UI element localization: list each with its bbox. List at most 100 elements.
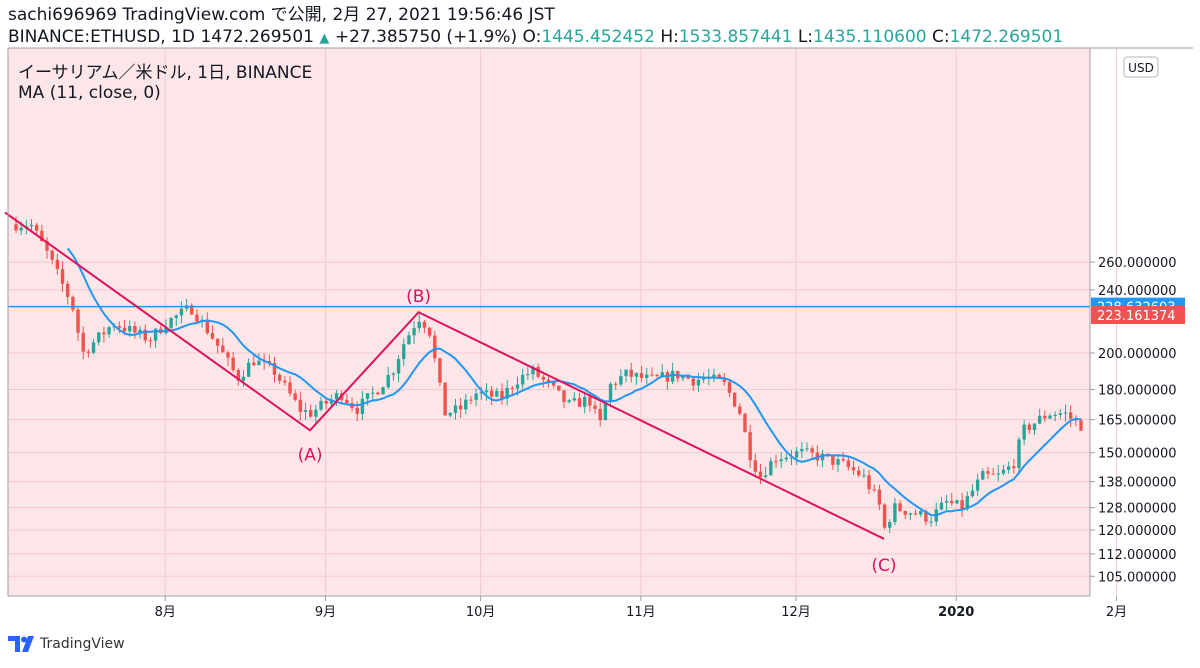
x-tick-label: 8月 — [155, 605, 176, 620]
candle-body — [593, 405, 597, 409]
candle-body — [288, 382, 292, 394]
y-tick-label: 128.000000 — [1098, 502, 1177, 517]
candle-body — [800, 448, 804, 452]
candle-body — [215, 338, 220, 346]
candle-body — [572, 398, 577, 401]
candle-body — [562, 390, 566, 402]
candle-body — [484, 390, 489, 393]
ma-line — [66, 247, 1082, 517]
price-axis[interactable]: 260.000000 240.000000 200.000000 180.000000… — [1090, 256, 1177, 585]
candle-body — [319, 400, 323, 410]
time-axis[interactable]: 8月 9月 10月 11月 12月 2020 2月 — [155, 596, 1128, 620]
candle-body — [939, 502, 944, 510]
candle-body — [50, 250, 54, 260]
candle-body — [598, 408, 602, 421]
y-tick-label: 112.000000 — [1098, 548, 1177, 563]
candle-body — [122, 327, 127, 332]
plot-area[interactable] — [8, 48, 1090, 596]
candle-body — [402, 344, 406, 360]
candle-body — [986, 471, 990, 474]
candle-body — [55, 259, 60, 270]
indicator-legend: MA (11, close, 0) — [18, 83, 161, 103]
candle-body — [391, 373, 396, 375]
candle-body — [453, 405, 458, 413]
open-label: O: — [522, 27, 542, 47]
candle-body — [1037, 415, 1042, 424]
candle-body — [226, 352, 230, 358]
elliott-wave-line[interactable] — [4, 211, 885, 540]
candle-body — [231, 357, 235, 371]
price-label-box — [1091, 306, 1185, 325]
candle-body — [1053, 414, 1057, 416]
open-value: 1445.452452 — [541, 27, 655, 47]
x-tick-label: 2020 — [938, 605, 974, 620]
last-price: 1472.269501 — [200, 27, 315, 47]
candle-body — [500, 390, 504, 399]
price-change: +27.385750 (+1.9%) — [334, 27, 518, 47]
candle-body — [924, 511, 928, 522]
candle-body — [510, 387, 515, 389]
candle-body — [60, 269, 65, 284]
candle-body — [577, 398, 582, 407]
x-tick-label: 2月 — [1106, 605, 1127, 620]
candle-body — [851, 467, 856, 471]
wave-label-c: (C) — [871, 556, 896, 576]
candle-body — [743, 413, 747, 433]
candle-body — [236, 370, 241, 381]
candle-body — [438, 358, 442, 383]
candle-body — [691, 378, 695, 386]
candle-body — [91, 342, 96, 353]
candle-body — [412, 328, 416, 336]
candle-body — [1001, 469, 1006, 474]
candle-body — [66, 283, 70, 297]
candle-body — [143, 329, 147, 341]
ohlc-line: BINANCE:ETHUSD, 1D 1472.269501 ▲ +27.385… — [8, 26, 1193, 50]
y-tick-label: 260.000000 — [1098, 256, 1177, 271]
candle-body — [908, 513, 913, 515]
candle-body — [102, 332, 106, 335]
candle-body — [681, 375, 685, 379]
candle-body — [205, 319, 209, 334]
candle-body — [996, 473, 1000, 475]
candle-body — [1027, 424, 1032, 430]
candle-body — [551, 381, 556, 386]
candle-body — [991, 473, 995, 475]
high-label: H: — [660, 27, 679, 47]
candle-body — [583, 396, 587, 407]
symbol-label: BINANCE:ETHUSD, 1D — [8, 27, 196, 47]
candle-body — [846, 460, 851, 468]
footer-brand[interactable]: TradingView — [8, 636, 125, 652]
candle-body — [975, 479, 980, 491]
candle-body — [422, 321, 427, 328]
x-tick-label: 12月 — [781, 605, 811, 620]
candle-body — [283, 380, 287, 383]
y-tick-label: 165.000000 — [1098, 414, 1177, 429]
candle-body — [221, 345, 225, 353]
candle-body — [190, 305, 194, 315]
candle-body — [474, 393, 478, 400]
wave-label-b: (B) — [406, 287, 431, 307]
candle-body — [557, 385, 561, 391]
candle-body — [877, 489, 882, 505]
candle-body — [634, 373, 639, 377]
candle-body — [608, 383, 613, 403]
candle-body — [469, 399, 473, 401]
candle-body — [257, 360, 261, 366]
candle-body — [820, 453, 825, 461]
candle-body — [298, 399, 303, 412]
candle-body — [489, 390, 494, 397]
y-tick-label: 120.000000 — [1098, 524, 1177, 539]
candle-body — [458, 405, 463, 410]
y-tick-label: 180.000000 — [1098, 384, 1177, 399]
candle-body — [670, 370, 675, 382]
up-arrow-icon: ▲ — [319, 31, 330, 46]
currency-badge[interactable] — [1123, 56, 1159, 78]
tradingview-logo-icon — [8, 636, 34, 652]
candle-body — [888, 522, 892, 528]
candle-body — [371, 392, 375, 394]
legend-title: イーサリアム／米ドル, 1日, BINANCE — [18, 63, 312, 83]
candle-body — [396, 359, 401, 374]
candle-body — [950, 500, 954, 504]
y-tick-label: 150.000000 — [1098, 447, 1177, 462]
